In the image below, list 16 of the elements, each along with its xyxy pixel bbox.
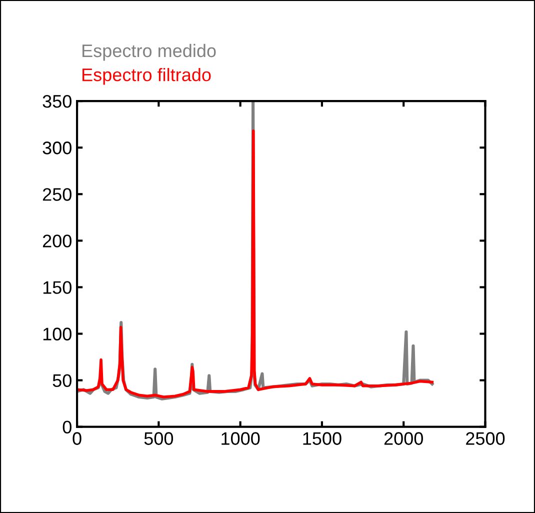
x-tick-label: 1000 <box>222 432 260 445</box>
x-tick-label: 2500 <box>466 432 505 445</box>
x-tick-label: 0 <box>72 432 82 445</box>
text: Espectro medido <box>82 44 216 61</box>
y-tick-label: 100 <box>43 328 72 340</box>
y-tick-label: 300 <box>42 142 72 154</box>
y-tick-label: 350 <box>42 94 72 108</box>
text: Espectro filtrado <box>82 68 211 85</box>
y-tick-label: 200 <box>42 234 72 248</box>
x-tick-label: 500 <box>144 432 174 445</box>
y-tick-label: 50 <box>52 374 72 387</box>
y-tick-label: 250 <box>42 188 72 201</box>
y-tick-label: 0 <box>62 420 72 434</box>
x-tick-label: 2000 <box>384 432 423 445</box>
x-tick-label: 1500 <box>303 432 342 445</box>
y-tick-label: 150 <box>43 281 72 294</box>
